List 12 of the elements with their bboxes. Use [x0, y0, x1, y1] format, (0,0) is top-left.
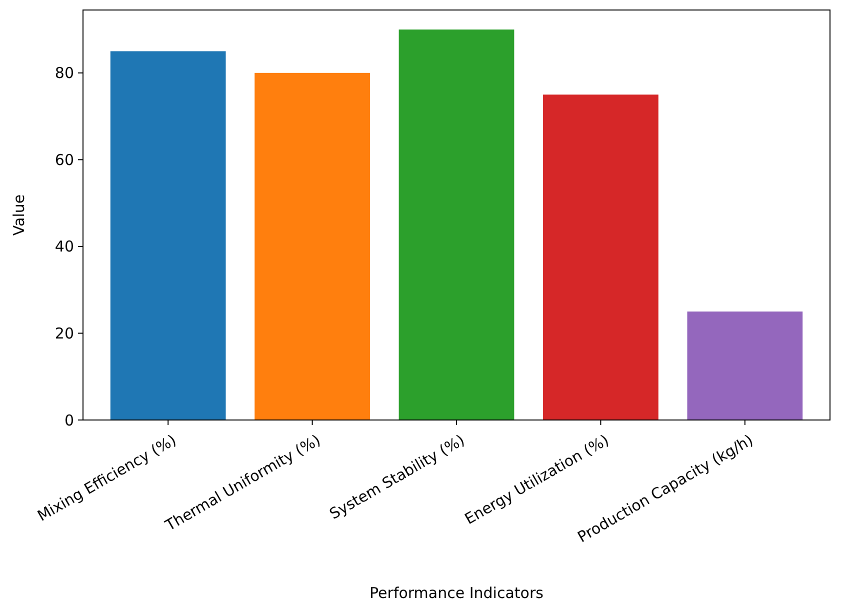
y-tick-label: 40: [54, 238, 74, 256]
bar: [398, 30, 514, 420]
bar: [110, 51, 226, 420]
x-axis-title: Performance Indicators: [370, 584, 544, 602]
bar: [254, 72, 370, 420]
y-tick-label: 80: [54, 64, 74, 82]
y-tick-label: 60: [54, 150, 74, 169]
y-axis-title: Value: [10, 194, 28, 236]
y-tick-label: 20: [54, 324, 74, 342]
y-tick-label: 0: [64, 411, 74, 430]
bar: [687, 312, 803, 420]
bar: [543, 94, 658, 420]
